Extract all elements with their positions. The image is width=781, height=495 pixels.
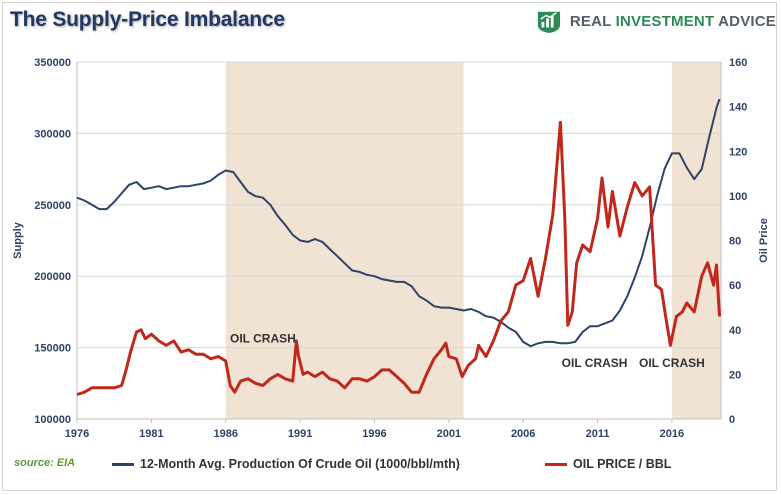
y-tick-right-2: 40 bbox=[729, 325, 741, 337]
shaded-periods bbox=[225, 62, 721, 419]
shaded-period-1 bbox=[225, 62, 464, 419]
legend-swatch-production bbox=[112, 462, 134, 466]
y-tick-left-5: 350000 bbox=[34, 57, 71, 69]
y-axis-label-right: Oil Price bbox=[758, 218, 770, 263]
y-tick-right-3: 60 bbox=[729, 280, 741, 292]
y-axis-label-left: Supply bbox=[12, 221, 24, 259]
y-tick-left-2: 200000 bbox=[34, 271, 71, 283]
brand-name: REAL INVESTMENT ADVICE bbox=[570, 13, 776, 30]
y-tick-right-6: 120 bbox=[729, 146, 747, 158]
y-tick-right-7: 140 bbox=[729, 102, 747, 114]
x-tick-7: 2011 bbox=[586, 428, 610, 440]
annotations: OIL CRASH OIL CRASH OIL CRASH bbox=[230, 332, 705, 371]
x-tick-3: 1991 bbox=[288, 428, 312, 440]
legend-item-oil-price: OIL PRICE / BBL bbox=[545, 457, 671, 471]
brand-word-real: REAL bbox=[569, 12, 612, 30]
x-tick-1: 1981 bbox=[139, 428, 163, 440]
y-tick-right-4: 80 bbox=[729, 236, 741, 248]
x-tick-2: 1986 bbox=[213, 428, 237, 440]
y-tick-right-8: 160 bbox=[729, 57, 747, 69]
x-tick-0: 1976 bbox=[65, 428, 89, 440]
bar-chart-shield-icon bbox=[537, 11, 561, 34]
legend-label-oil-price: OIL PRICE / BBL bbox=[573, 457, 672, 471]
y-tick-left-0: 100000 bbox=[34, 414, 71, 426]
y-tick-right-0: 0 bbox=[729, 414, 735, 426]
series-lines bbox=[76, 98, 721, 396]
annotation-oil-crash-3: OIL CRASH bbox=[639, 356, 705, 370]
y-tick-left-4: 300000 bbox=[34, 128, 71, 140]
y-tick-left-3: 250000 bbox=[34, 200, 71, 212]
brand-logo: REAL INVESTMENT ADVICE bbox=[536, 6, 776, 36]
chart-title: The Supply-Price Imbalance bbox=[10, 8, 285, 31]
x-tick-8: 2016 bbox=[660, 428, 684, 440]
series-line-oil-price bbox=[76, 120, 721, 396]
legend-label-production: 12-Month Avg. Production Of Crude Oil (1… bbox=[140, 457, 460, 471]
annotation-oil-crash-1: OIL CRASH bbox=[230, 332, 296, 346]
annotation-oil-crash-2: OIL CRASH bbox=[562, 356, 628, 370]
x-tick-4: 1996 bbox=[362, 428, 386, 440]
brand-word-investment: INVESTMENT bbox=[615, 12, 715, 30]
x-tick-6: 2006 bbox=[511, 428, 535, 440]
legend-swatch-oil-price bbox=[545, 462, 567, 466]
chart-legend: 12-Month Avg. Production Of Crude Oil (1… bbox=[0, 454, 781, 474]
y-tick-right-5: 100 bbox=[729, 191, 747, 203]
y-tick-left-1: 150000 bbox=[34, 343, 71, 355]
series-line-production bbox=[76, 98, 721, 348]
axes: 100000 150000 200000 250000 300000 350000 0 20 4… bbox=[34, 57, 747, 440]
legend-item-production: 12-Month Avg. Production Of Crude Oil (1… bbox=[112, 457, 460, 471]
source-note: source: EIA bbox=[14, 457, 76, 469]
brand-word-advice: ADVICE bbox=[718, 12, 776, 30]
y-tick-right-1: 20 bbox=[729, 369, 741, 381]
x-tick-5: 2001 bbox=[437, 428, 461, 440]
